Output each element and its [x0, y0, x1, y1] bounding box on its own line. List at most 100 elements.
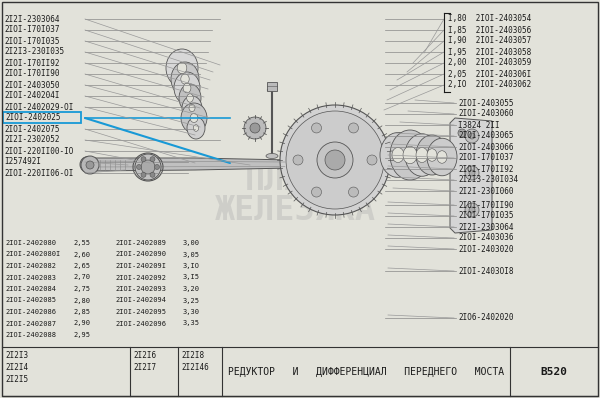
Text: 2IOI-2402094: 2IOI-2402094	[115, 297, 166, 304]
Text: 2IOI-2402085: 2IOI-2402085	[5, 297, 56, 304]
Circle shape	[135, 154, 161, 180]
Text: 2IOI-2403050: 2IOI-2403050	[4, 80, 59, 90]
Circle shape	[137, 164, 142, 170]
Ellipse shape	[427, 149, 437, 161]
Circle shape	[280, 105, 390, 215]
FancyBboxPatch shape	[267, 82, 277, 91]
Ellipse shape	[405, 134, 439, 176]
Text: 2IOI-2402080: 2IOI-2402080	[5, 240, 56, 246]
Polygon shape	[450, 118, 492, 233]
Text: 2,00  2IOI-2403059: 2,00 2IOI-2403059	[448, 59, 531, 68]
Polygon shape	[85, 158, 290, 171]
Text: 3,00: 3,00	[183, 240, 200, 246]
Ellipse shape	[166, 49, 198, 87]
Text: 2IOI-2403OI8: 2IOI-2403OI8	[458, 267, 514, 275]
Text: 2IOI-240204I: 2IOI-240204I	[4, 92, 59, 101]
Circle shape	[86, 161, 94, 169]
Ellipse shape	[190, 113, 198, 123]
Text: 2IOI-I70II90: 2IOI-I70II90	[458, 201, 514, 209]
Ellipse shape	[437, 151, 447, 163]
Text: 2IOI-2402080I: 2IOI-2402080I	[5, 252, 60, 258]
Text: 2,55: 2,55	[73, 240, 90, 246]
Text: 2,80: 2,80	[73, 297, 90, 304]
Text: ПЛАТА: ПЛАТА	[245, 164, 346, 197]
Text: 2IOI-220II00-IO: 2IOI-220II00-IO	[4, 146, 73, 156]
Ellipse shape	[174, 72, 200, 104]
Ellipse shape	[380, 133, 416, 178]
Text: 3,05: 3,05	[183, 252, 200, 258]
Ellipse shape	[181, 74, 189, 84]
Ellipse shape	[403, 146, 417, 164]
Ellipse shape	[181, 103, 207, 133]
Circle shape	[317, 142, 353, 178]
Text: 3,35: 3,35	[183, 320, 200, 326]
Text: 2I2I-2303064: 2I2I-2303064	[458, 222, 514, 232]
Ellipse shape	[182, 96, 202, 120]
Text: 2IOI-I70II90: 2IOI-I70II90	[4, 70, 59, 78]
Text: 2,70: 2,70	[73, 275, 90, 281]
Text: 2IOI-2402075: 2IOI-2402075	[4, 125, 59, 133]
Text: 2I2I4: 2I2I4	[5, 363, 28, 371]
Text: 2,95: 2,95	[73, 332, 90, 338]
Text: 2IOI-2403020: 2IOI-2403020	[458, 244, 514, 254]
Text: 2IOI-2402087: 2IOI-2402087	[5, 320, 56, 326]
Text: 2IOI-2402029-OI: 2IOI-2402029-OI	[4, 103, 73, 111]
Circle shape	[465, 203, 479, 217]
Ellipse shape	[189, 104, 195, 111]
Text: 3,IO: 3,IO	[183, 263, 200, 269]
Text: 2IOI-I70I035: 2IOI-I70I035	[458, 211, 514, 220]
Circle shape	[150, 172, 155, 177]
Text: 2IOI-2402090: 2IOI-2402090	[115, 252, 166, 258]
Text: 3,25: 3,25	[183, 297, 200, 304]
Text: 2IOI-I70II92: 2IOI-I70II92	[458, 164, 514, 174]
Text: 2I2I8: 2I2I8	[181, 351, 204, 359]
Text: 2IOI-2403055: 2IOI-2403055	[458, 98, 514, 107]
Text: 2,90: 2,90	[73, 320, 90, 326]
Ellipse shape	[193, 125, 199, 131]
Circle shape	[349, 187, 359, 197]
Text: 2IOI-2402096: 2IOI-2402096	[115, 320, 166, 326]
Circle shape	[244, 117, 266, 139]
Ellipse shape	[266, 154, 278, 158]
Circle shape	[293, 155, 303, 165]
Text: 2IOI-2403036: 2IOI-2403036	[458, 234, 514, 242]
Text: 3,20: 3,20	[183, 286, 200, 292]
Text: I257492I: I257492I	[4, 158, 41, 166]
Text: I,90  2IOI-2403057: I,90 2IOI-2403057	[448, 37, 531, 45]
Text: 2IOI-220II06-OI: 2IOI-220II06-OI	[4, 168, 73, 178]
Text: I,85  2IOI-2403056: I,85 2IOI-2403056	[448, 25, 531, 35]
Circle shape	[311, 123, 322, 133]
Text: 2,60: 2,60	[73, 252, 90, 258]
Text: 2IOI-2402025: 2IOI-2402025	[5, 113, 61, 123]
Ellipse shape	[187, 117, 205, 139]
Text: 2IOI-2402083: 2IOI-2402083	[5, 275, 56, 281]
Text: 2I2I5: 2I2I5	[5, 375, 28, 384]
Ellipse shape	[416, 148, 428, 162]
Text: 2IOI-240209I: 2IOI-240209I	[115, 263, 166, 269]
Text: 2IOI-2402086: 2IOI-2402086	[5, 309, 56, 315]
Circle shape	[141, 160, 155, 174]
Circle shape	[465, 129, 479, 143]
Circle shape	[325, 150, 345, 170]
Circle shape	[349, 123, 359, 133]
Ellipse shape	[427, 138, 457, 176]
Text: I,80  2IOI-2403054: I,80 2IOI-2403054	[448, 14, 531, 23]
Text: 2,05  2IOI-240306I: 2,05 2IOI-240306I	[448, 70, 531, 78]
Text: 2IOI-I70I037: 2IOI-I70I037	[4, 25, 59, 35]
Text: В520: В520	[541, 367, 568, 377]
Circle shape	[469, 207, 475, 213]
Circle shape	[84, 160, 92, 168]
Text: ЖЕЛЕЗЯКА: ЖЕЛЕЗЯКА	[215, 193, 376, 226]
Ellipse shape	[187, 94, 193, 102]
Text: 2I2I-2302052: 2I2I-2302052	[4, 135, 59, 144]
Ellipse shape	[183, 83, 191, 93]
Ellipse shape	[390, 130, 430, 180]
Text: 2IOI-2402084: 2IOI-2402084	[5, 286, 56, 292]
Circle shape	[286, 111, 384, 209]
Ellipse shape	[179, 84, 201, 112]
Text: 2I2I-2303064: 2I2I-2303064	[4, 14, 59, 23]
Text: 2,65: 2,65	[73, 263, 90, 269]
Circle shape	[155, 164, 160, 170]
Text: 2IOI-2402095: 2IOI-2402095	[115, 309, 166, 315]
Text: 2,IO  2IOI-2403062: 2,IO 2IOI-2403062	[448, 80, 531, 90]
